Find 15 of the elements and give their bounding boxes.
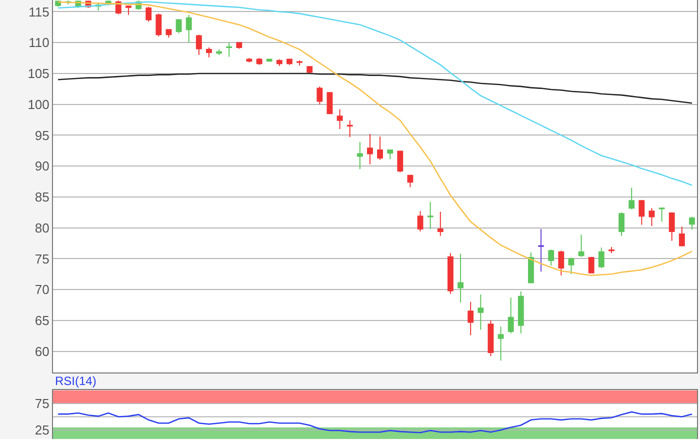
y-tick-label: 105 [28, 66, 50, 82]
y-tick-label: 115 [28, 4, 50, 20]
chart-title: RSI(14) [55, 374, 96, 388]
y-tick-label: 75 [34, 251, 50, 266]
y-tick-label: 65 [34, 312, 50, 328]
y-tick-label: 75 [34, 396, 50, 412]
y-tick-label: 95 [34, 128, 50, 143]
y-tick-label: 90 [34, 158, 50, 174]
y-tick-label: 60 [34, 344, 50, 359]
y-tick-label: 85 [34, 190, 50, 205]
y-tick-label: 70 [34, 282, 50, 298]
y-tick-label: 80 [34, 220, 50, 236]
y-tick-label: 100 [28, 96, 50, 112]
y-tick-label: 110 [28, 35, 50, 50]
y-tick-label: 25 [34, 422, 50, 438]
